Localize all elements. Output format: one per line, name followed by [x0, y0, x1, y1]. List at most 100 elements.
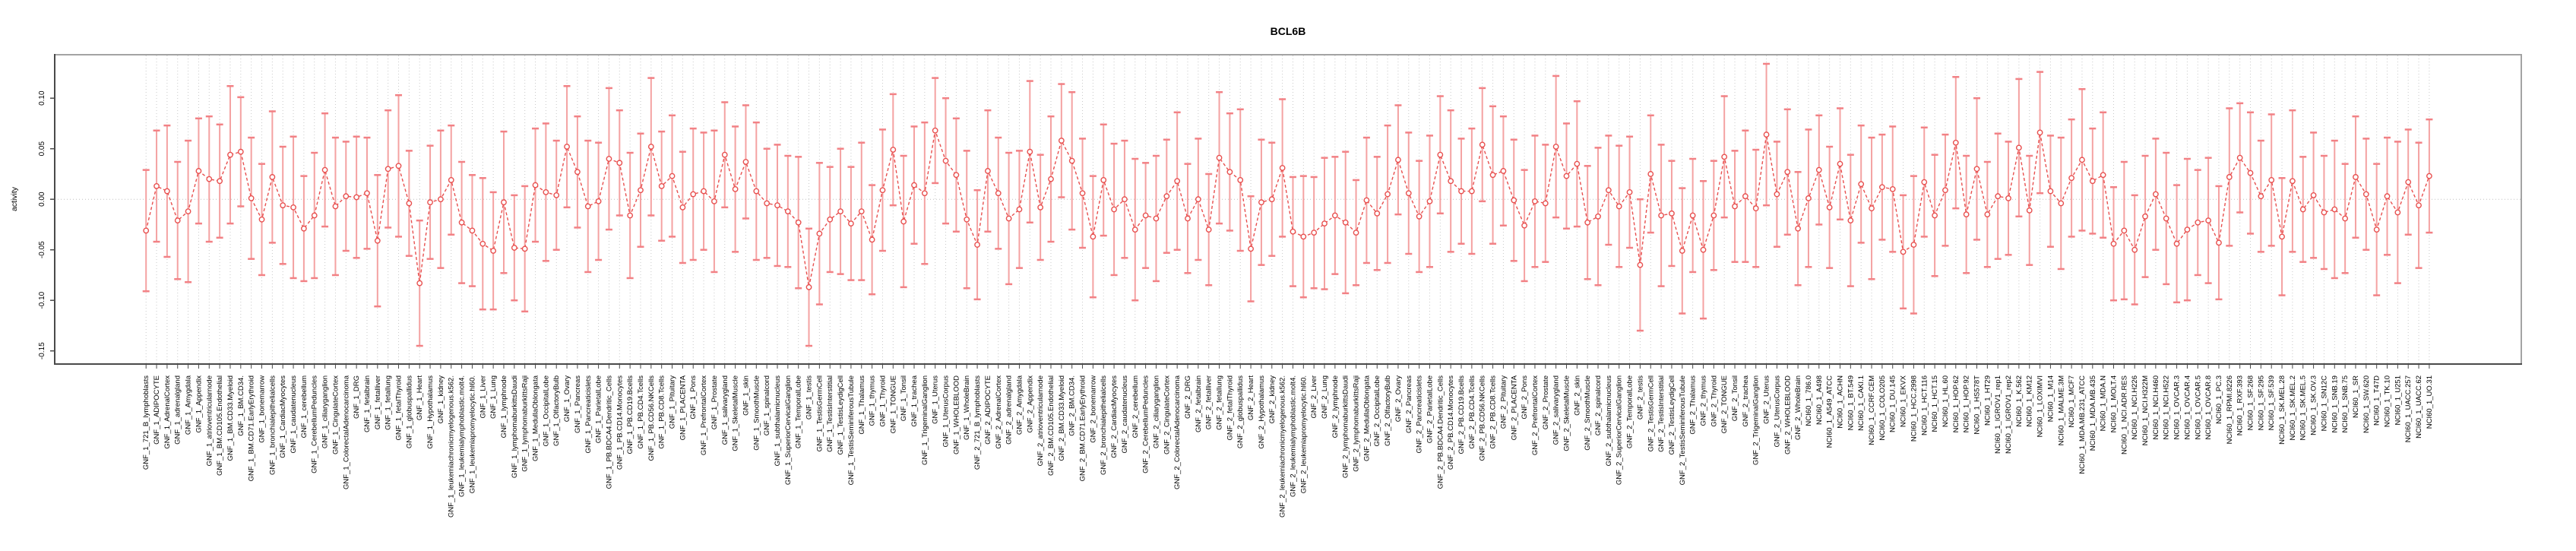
data-point: [1237, 177, 1244, 183]
x-tick-label: NCI60_1_NCI.H226: [2131, 375, 2139, 440]
data-point: [1037, 204, 1044, 211]
x-tick-label: GNF_1_TONGUE: [889, 375, 897, 433]
x-tick-label: NCI60_1_BT.549: [1847, 375, 1855, 430]
x-tick-label: NCI60_1_UACC.257: [2404, 375, 2413, 442]
x-tick-label: GNF_2_721_B_lymphoblasts: [973, 375, 982, 470]
x-tick-label: NCI60_1_MCF7: [2068, 375, 2076, 428]
x-tick-label: GNF_1_spinalcord: [763, 375, 771, 435]
x-tick-label: GNF_1_adrenalgland: [174, 375, 182, 445]
x-tick-label: GNF_2_skin: [1573, 375, 1581, 416]
x-tick-label: GNF_2_bonemarrow: [1089, 375, 1097, 443]
data-point: [290, 204, 296, 211]
x-tick-label: NCI60_1_786.0: [1805, 375, 1813, 426]
data-point: [764, 200, 771, 207]
data-point: [2373, 226, 2380, 233]
x-tick-label: NCI60_1_SK.MEL.5: [2299, 375, 2308, 441]
x-tick-label: GNF_2_WHOLEBLOOD: [1783, 375, 1792, 454]
x-tick-label: GNF_1_globuspallidus: [405, 375, 413, 448]
data-point: [1795, 225, 1802, 232]
data-point: [1521, 222, 1527, 229]
x-tick-label: NCI60_1_A498: [1815, 375, 1824, 425]
data-point: [1995, 193, 2002, 200]
y-tick-label: -0.05: [38, 241, 46, 258]
data-point: [1647, 171, 1654, 177]
data-point: [711, 198, 717, 204]
data-point: [2163, 215, 2169, 222]
data-point: [1763, 131, 1770, 138]
data-point: [690, 191, 697, 198]
x-tick-label: GNF_1_BM.CD33.Myeloid: [226, 375, 235, 461]
x-tick-label: NCI60_1_MDA.MB.435: [2089, 375, 2097, 451]
data-point: [1005, 215, 1012, 222]
data-point: [374, 237, 381, 244]
data-point: [1784, 169, 1791, 176]
data-point: [1826, 204, 1833, 211]
data-point: [1290, 228, 1296, 235]
x-tick-label: GNF_1_WholeBrain: [963, 375, 971, 440]
data-point: [921, 190, 928, 197]
data-point: [2353, 174, 2359, 180]
data-point: [2331, 206, 2338, 213]
y-tick-label: -0.15: [38, 342, 46, 359]
data-point: [647, 144, 654, 150]
data-point: [458, 219, 465, 226]
x-tick-label: GNF_1_Pancreaticislets: [584, 375, 593, 454]
x-tick-label: NCI60_1_MDA.N: [2100, 375, 2108, 432]
data-point: [1574, 160, 1581, 167]
x-tick-label: GNF_1_AdrenalCortex: [163, 375, 172, 449]
x-tick-label: NCI60_1_M14: [2046, 375, 2055, 422]
data-point: [2258, 193, 2264, 200]
x-tick-label: GNF_1_PLACENTA: [679, 375, 687, 440]
data-point: [1426, 198, 1433, 204]
data-point: [2152, 191, 2159, 198]
data-point: [1752, 205, 1759, 212]
chart-title: BCL6B: [1271, 25, 1306, 37]
data-point: [1626, 188, 1633, 195]
data-point: [1048, 176, 1054, 182]
x-tick-label: NCI60_1_SW.620: [2362, 375, 2371, 433]
x-tick-label: NCI60_1_NCI.H460: [2152, 375, 2160, 440]
x-tick-label: GNF_1_SkeletalMuscle: [732, 375, 740, 451]
x-tick-label: GNF_2_DRG: [1184, 375, 1192, 419]
x-tick-label: NCI60_1_UO.31: [2426, 375, 2434, 429]
data-point: [321, 166, 328, 173]
x-tick-label: GNF_2_cerebellum: [1131, 375, 1140, 438]
x-tick-label: NCI60_1_K.562: [2015, 375, 2024, 427]
x-tick-label: GNF_2_PB.CD4.Tcells: [1468, 375, 1476, 449]
x-tick-label: GNF_2_Ovary: [1394, 375, 1403, 422]
data-point: [2216, 239, 2222, 246]
x-tick-label: GNF_2_Heart: [1247, 375, 1255, 420]
series-connector-line: [145, 130, 2430, 288]
x-tick-label: GNF_1_cerebellum: [300, 375, 309, 438]
x-tick-label: GNF_1_Pancreas: [574, 375, 582, 433]
data-point: [879, 187, 886, 194]
data-point: [837, 208, 843, 215]
x-tick-label: GNF_1_fetalbrain: [363, 375, 372, 432]
data-point: [258, 216, 265, 223]
data-point: [1500, 168, 1507, 174]
data-point: [521, 245, 528, 252]
data-point: [1669, 210, 1675, 217]
x-tick-label: NCI60_1_SNB.75: [2341, 375, 2350, 433]
x-tick-label: GNF_2_PB.BDCA4.Dendritic_Cells: [1436, 375, 1445, 489]
x-tick-label: GNF_1_lymphomaburkittsRaji: [521, 375, 530, 472]
data-point: [2079, 157, 2085, 163]
x-tick-label: GNF_2_CardiacMyocytes: [1110, 375, 1119, 458]
x-tick-label: GNF_1_salivarygland: [721, 375, 729, 445]
data-point: [1131, 226, 1138, 233]
x-tick-label: GNF_2_fetalbrain: [1195, 375, 1203, 432]
x-tick-label: GNF_1_Prostate: [710, 375, 719, 429]
data-point: [1721, 154, 1728, 160]
x-tick-label: GNF_1_Hypothalamus: [426, 375, 435, 449]
data-point: [2142, 213, 2148, 220]
y-tick-label: 0.05: [38, 141, 46, 157]
data-point: [1331, 212, 1338, 219]
data-point: [1658, 212, 1665, 219]
data-point: [1595, 213, 1601, 220]
x-tick-label: GNF_2_ColorectalAdenocarcinoma: [1173, 375, 1182, 489]
data-point: [1068, 157, 1075, 164]
x-tick-label: GNF_1_caudatenucleus: [290, 375, 298, 454]
x-tick-label: GNF_2_AdrenalCortex: [995, 375, 1003, 449]
x-tick-label: NCI60_1_IGROV1_rep2: [2005, 375, 2013, 454]
x-tick-label: GNF_2_SuperiorCervicalGanglion: [1616, 375, 1624, 485]
